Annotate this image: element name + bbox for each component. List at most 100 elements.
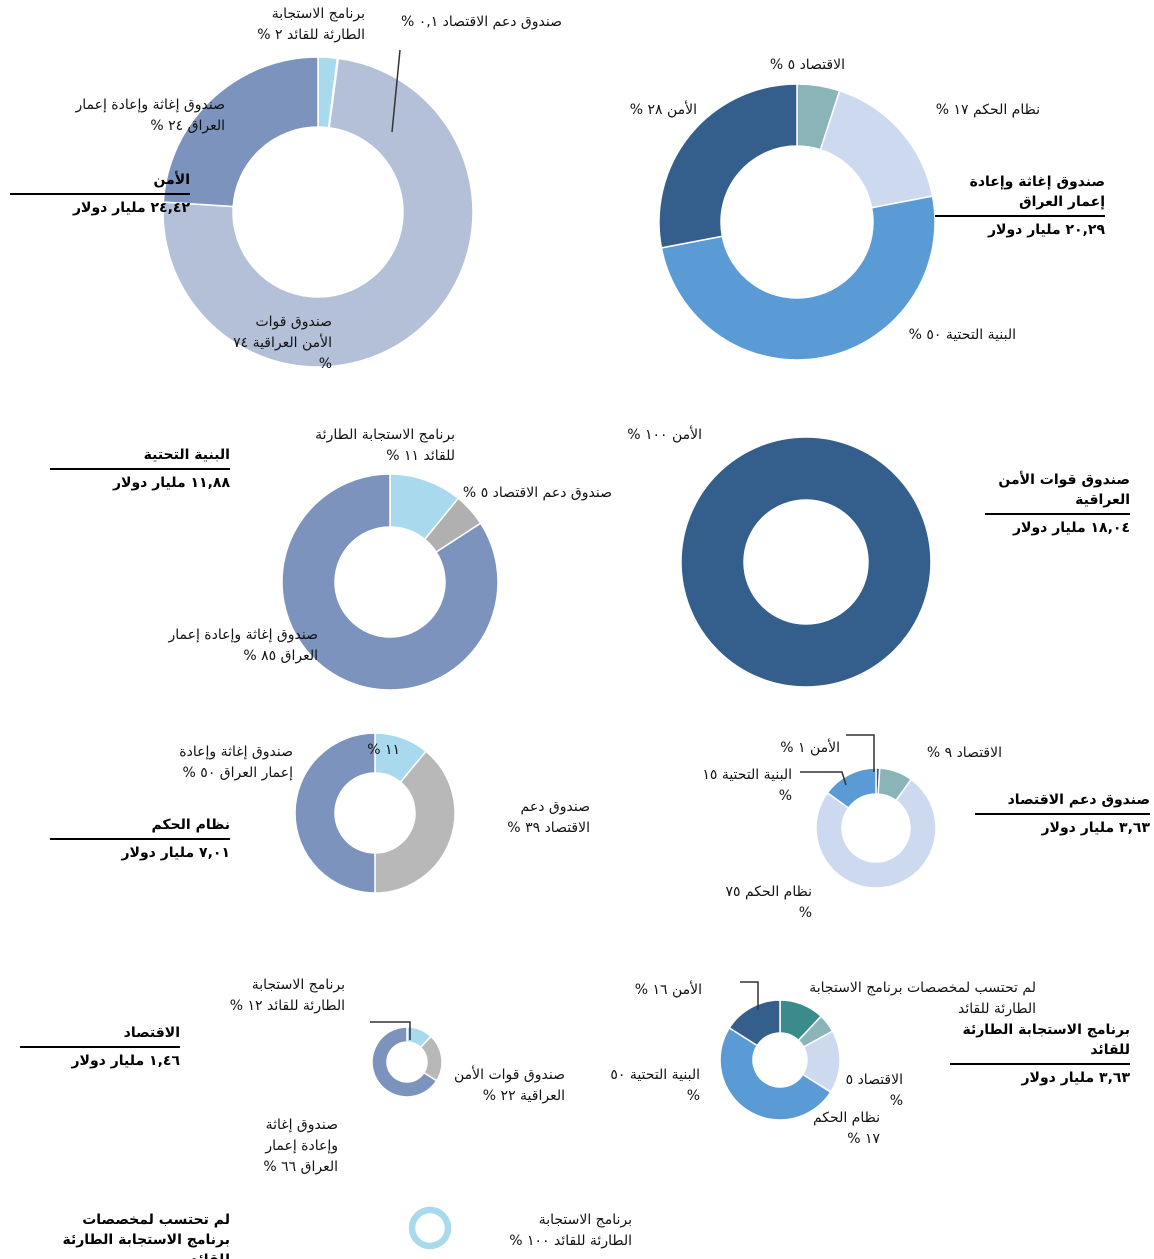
chart-amount: ٢٤,٤٢ مليار دولار [72, 200, 190, 216]
donut-slice [658, 83, 798, 249]
slice-label: نظام الحكم ١٧ % [900, 100, 1040, 121]
chart-title: صندوق قوات الأمن العراقية [998, 472, 1130, 508]
donut-slice [719, 1026, 832, 1121]
chart-title-block: لم تحتسب لمخصصات برنامج الاستجابة الطارئ… [60, 1210, 230, 1259]
slice-label: الأمن ٢٨ % [597, 100, 697, 121]
title-rule [50, 468, 230, 470]
chart-title: الأمن [153, 172, 191, 188]
title-rule [935, 215, 1105, 217]
slice-label: نظام الحكم ٧٥ % [722, 882, 812, 924]
slice-name: برنامج الاستجابة الطارئة للقائد [271, 6, 365, 43]
slice-name: صندوق إغاثة وإعادة إعمار العراق [265, 1117, 338, 1175]
slice-label: الاقتصاد ٩ % [882, 743, 1002, 764]
slice-label: الأمن ١٦ % [602, 980, 702, 1001]
slice-percent: ٢٤ % [150, 118, 184, 134]
chart-amount: ٧,٠١ مليار دولار [121, 845, 231, 861]
chart-amount: ١,٤٦ مليار دولار [71, 1053, 181, 1069]
slice-label: لم تحتسب لمخصصات برنامج الاستجابة الطارئ… [796, 978, 1036, 1020]
chart-title-block: برنامج الاستجابة الطارئة للقائد ٣,٦٣ مليا… [950, 1020, 1130, 1088]
slice-percent: ٧٥ % [725, 884, 812, 921]
slice-name: صندوق إغاثة وإعادة إعمار العراق [168, 627, 318, 664]
slice-label: برنامج الاستجابة الطارئة للقائد ١٠٠ % [497, 1210, 632, 1252]
slice-label: البنية التحتية ١٥ % [702, 765, 792, 807]
slice-name: الاقتصاد [857, 1072, 903, 1088]
slice-label: برنامج الاستجابة الطارئة للقائد ٢ % [235, 4, 365, 46]
chart-title-block: الاقتصاد ١,٤٦ مليار دولار [20, 1023, 180, 1071]
leader-line [391, 49, 401, 133]
chart-title: صندوق إغاثة وإعادة إعمار العراق [969, 174, 1105, 210]
slice-percent: ١٢ % [229, 998, 263, 1014]
slice-name: لم تحتسب لمخصصات برنامج الاستجابة الطارئ… [809, 980, 1036, 1017]
slice-name: برنامج الاستجابة الطارئة للقائد [538, 1212, 632, 1249]
slice-name: الأمن [666, 102, 697, 118]
donut-slice [162, 57, 474, 368]
slice-label: الاقتصاد ٥ % [725, 55, 845, 76]
donut-slice [680, 436, 932, 688]
chart-title-block: الأمن ٢٤,٤٢ مليار دولار [10, 170, 190, 218]
slice-percent: ١ % [780, 740, 806, 756]
slice-name: صندوق قوات الأمن العراقية [252, 314, 332, 351]
title-rule [950, 1063, 1130, 1065]
chart-title: نظام الحكم [151, 817, 230, 833]
slice-name: برنامج الاستجابة الطارئة للقائد [251, 977, 345, 1014]
slice-label: برنامج الاستجابة الطارئة للقائد ١١ % [310, 425, 455, 467]
slice-percent: ٩ % [926, 745, 953, 761]
title-rule [975, 813, 1150, 815]
donut-slice [728, 999, 781, 1047]
title-rule [20, 1046, 180, 1048]
slice-label: برنامج الاستجابة الطارئة للقائد ١٢ % [215, 975, 345, 1017]
chart-title-block: صندوق قوات الأمن العراقية ١٨,٠٤ مليار دول… [985, 470, 1130, 538]
slice-name: صندوق دعم الاقتصاد [442, 14, 562, 30]
chart-amount: ٣,٦٣ مليار دولار [1041, 820, 1151, 836]
slice-label: صندوق قوات الأمن العراقية ٢٢ % [415, 1065, 565, 1107]
slice-name: برنامج الاستجابة الطارئة للقائد [315, 427, 455, 464]
leader-line [370, 1021, 411, 1040]
slice-name: نظام الحكم [812, 1110, 880, 1126]
slice-name: صندوق إغاثة وإعادة إعمار العراق [179, 744, 293, 781]
leader-line [740, 981, 759, 1010]
slice-label: صندوق إغاثة وإعادة إعمار العراق ٢٤ % [75, 95, 225, 137]
title-rule [50, 838, 230, 840]
chart-amount: ٢٠,٢٩ مليار دولار [987, 222, 1105, 238]
donut-slice [660, 195, 936, 361]
chart-title: برنامج الاستجابة الطارئة للقائد [962, 1022, 1130, 1058]
slice-label: الأمن ١ % [750, 738, 840, 759]
slice-percent: ٨٥ % [243, 648, 277, 664]
slice-percent: ٦٦ % [263, 1159, 297, 1175]
slice-percent: ١٥ % [702, 767, 792, 804]
chart-title-block: البنية التحتية ١١,٨٨ مليار دولار [50, 445, 230, 493]
slice-percent: ٠,١ % [400, 14, 439, 30]
chart-title-block: نظام الحكم ٧,٠١ مليار دولار [50, 815, 230, 863]
slice-percent: ٢ % [257, 27, 283, 43]
chart-title-block: صندوق إغاثة وإعادة إعمار العراق ٢٠,٢٩ ملي… [935, 172, 1105, 240]
slice-label: صندوق دعم الاقتصاد ٥ % [447, 483, 612, 504]
slice-name: نظام الحكم [744, 884, 812, 900]
slice-percent: ٥ % [845, 1072, 903, 1109]
slice-percent: ١١ % [386, 448, 420, 464]
chart-title: الاقتصاد [123, 1025, 180, 1041]
slice-name: صندوق قوات الأمن العراقية [453, 1067, 565, 1104]
slice-name: البنية التحتية [721, 767, 792, 783]
slice-label: صندوق قوات الأمن العراقية ٧٤ % [222, 312, 332, 375]
donut-slice [374, 750, 456, 894]
slice-name: الأمن [671, 427, 702, 443]
slice-name: الاقتصاد [799, 57, 845, 73]
slice-name: صندوق إغاثة وإعادة إعمار العراق [75, 97, 225, 134]
slice-label: ١١ % [340, 740, 400, 761]
slice-label: نظام الحكم ١٧ % [800, 1108, 880, 1150]
slice-percent: ٥ % [769, 57, 796, 73]
chart-amount: ١٨,٠٤ مليار دولار [1012, 520, 1130, 536]
chart-amount: ١١,٨٨ مليار دولار [112, 475, 230, 491]
leader-line [846, 734, 875, 772]
chart-amount: ٣,٦٣ مليار دولار [1021, 1070, 1131, 1086]
slice-label: صندوق دعم الاقتصاد ٠,١ % [397, 12, 562, 33]
slice-percent: ٥٠ % [182, 765, 216, 781]
slice-label: البنية التحتية ٥٠ % [610, 1065, 700, 1107]
slice-label: صندوق إغاثة وإعادة إعمار العراق ٦٦ % [238, 1115, 338, 1178]
slice-name: الأمن [809, 740, 840, 756]
slice-percent: ٣٩ % [507, 820, 541, 836]
donut-slice [371, 1026, 438, 1098]
slice-label: صندوق إغاثة وإعادة إعمار العراق ٥٠ % [153, 742, 293, 784]
